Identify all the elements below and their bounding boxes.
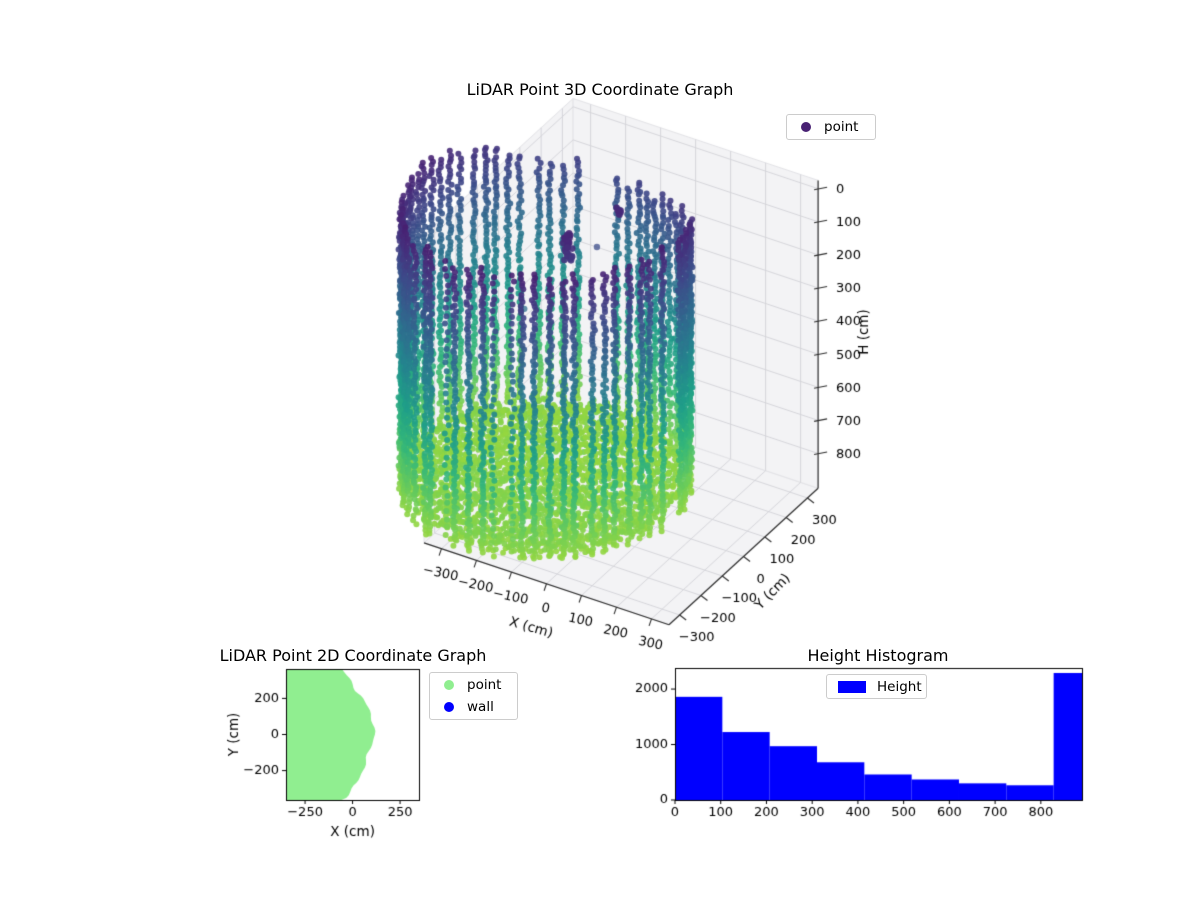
plot3d-legend: point: [786, 114, 876, 140]
legend-item-point-2d: point: [430, 674, 517, 696]
plot3d-title: LiDAR Point 3D Coordinate Graph: [466, 80, 734, 99]
legend-item-height: Height: [827, 676, 926, 698]
legend-label: wall: [467, 699, 494, 715]
histogram-title: Height Histogram: [807, 646, 949, 665]
histogram-legend: Height: [826, 674, 927, 699]
legend-label: point: [824, 119, 859, 135]
height-series-swatch-icon: [838, 680, 866, 693]
legend-item-point-3d: point: [787, 116, 875, 138]
plot2d-legend: point wall: [429, 672, 518, 720]
legend-label: point: [467, 677, 502, 693]
wall-marker-icon: [444, 702, 454, 712]
legend-label: Height: [877, 678, 922, 695]
plot2d-title: LiDAR Point 2D Coordinate Graph: [219, 646, 487, 665]
point-marker-icon: [444, 680, 454, 690]
point-marker-icon: [801, 122, 811, 132]
legend-item-wall-2d: wall: [430, 696, 517, 718]
